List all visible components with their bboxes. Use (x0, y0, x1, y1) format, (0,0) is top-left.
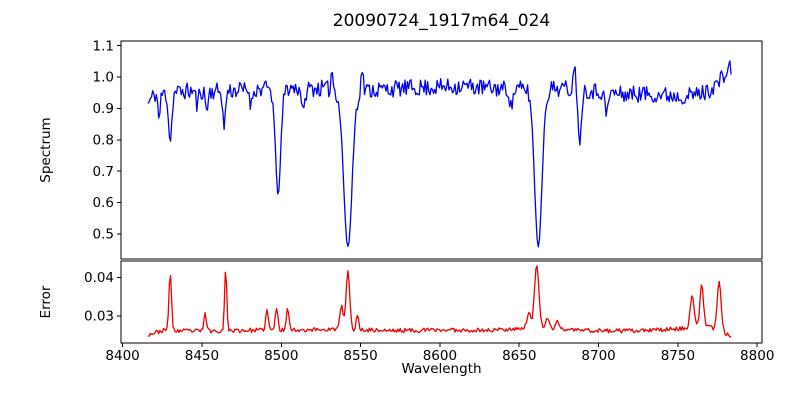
x-tick-label: 8550 (343, 348, 377, 364)
x-tick-label: 8450 (185, 348, 219, 364)
spectrum-y-tick-label: 0.6 (93, 195, 114, 211)
spectrum-y-tick-label: 1.0 (93, 70, 114, 86)
chart-title: 20090724_1917m64_024 (332, 11, 551, 31)
spectrum-y-tick-label: 0.9 (93, 101, 114, 117)
x-tick-label: 8650 (502, 348, 536, 364)
spectrum-axes-frame (120, 40, 763, 260)
x-tick-label: 8500 (264, 348, 298, 364)
error-line (147, 265, 732, 338)
wavelength-x-axis-label: Wavelength (401, 361, 482, 377)
x-tick-label: 8750 (661, 348, 695, 364)
x-tick-label: 8400 (105, 348, 139, 364)
spectrum-y-tick-label: 0.7 (93, 164, 114, 180)
x-tick-label: 8600 (423, 348, 457, 364)
spectrum-y-tick-label: 1.1 (93, 38, 114, 54)
spectrum-y-tick-label: 0.8 (93, 132, 114, 148)
x-tick-label: 8700 (581, 348, 615, 364)
x-tick-label: 8800 (740, 348, 774, 364)
error-axes-frame (120, 260, 763, 344)
error-y-tick-label: 0.03 (84, 309, 114, 325)
spectrum-y-tick-label: 0.5 (93, 226, 114, 242)
spectrum-line (147, 60, 732, 248)
error-y-tick-label: 0.04 (84, 270, 114, 286)
